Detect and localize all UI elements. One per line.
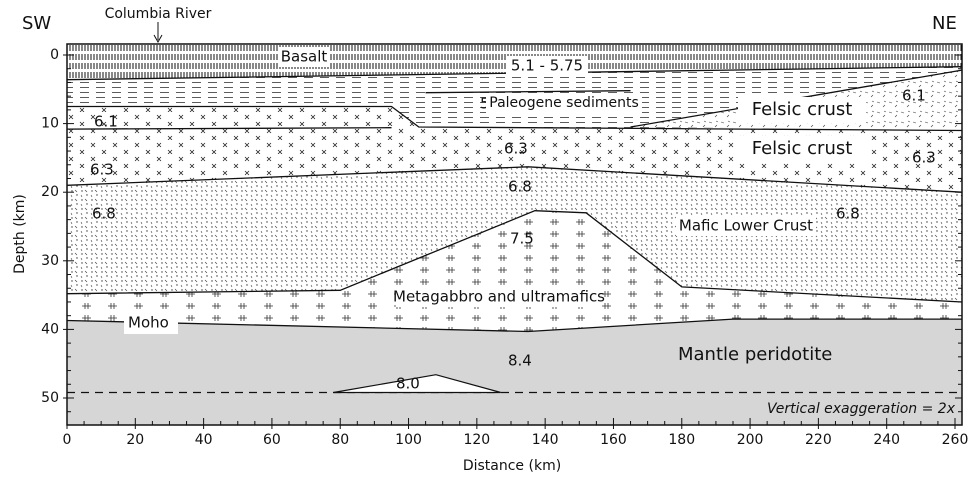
label-bg (396, 287, 602, 307)
label-bg (124, 314, 178, 334)
label: Moho (128, 314, 169, 332)
boundary (66, 210, 963, 303)
label: 6.3 (504, 140, 528, 158)
river-arrow (153, 22, 163, 44)
river-label: Columbia River (105, 6, 212, 22)
label-bg (486, 93, 642, 113)
x-tick-label: 80 (331, 432, 349, 448)
y-axis-label: Depth (km) (12, 194, 28, 274)
x-tick-label: 0 (63, 432, 72, 448)
label-bg (676, 216, 816, 236)
label: Mafic Lower Crust (679, 217, 813, 235)
label: 8.0 (396, 375, 420, 393)
boundary (66, 127, 392, 130)
axes: 0 20 40 60 80 100 120 140 160 180 200 220 240 260 0 10 2… (41, 43, 969, 448)
x-tick-label: 240 (873, 432, 900, 448)
boundary (66, 166, 963, 193)
metagabbro (67, 210, 962, 332)
y-tick-label: 0 (50, 47, 59, 63)
x-tick-label: 220 (805, 432, 832, 448)
label-bg (506, 56, 588, 76)
label: Felsic crust (752, 138, 853, 159)
boundary (67, 105, 963, 132)
lens (333, 374, 501, 394)
label: 8.4 (508, 352, 532, 370)
plot-frame (66, 43, 963, 426)
sw-label: SW (22, 13, 51, 34)
x-axis-label: Distance (km) (463, 458, 561, 474)
label-bg (738, 136, 866, 162)
label: 6.3 (912, 149, 936, 167)
y-tick-label: 40 (41, 321, 59, 337)
labels: SW NE Columbia River Basalt 5.1 - 5.75 5… (12, 6, 957, 474)
x-tick-label: 160 (600, 432, 627, 448)
label: 6.8 (508, 178, 532, 196)
label: Mantle peridotite (678, 344, 832, 365)
x-tick-label: 100 (395, 432, 422, 448)
label: 6.1 (902, 87, 926, 105)
x-tick-label: 140 (532, 432, 559, 448)
x-tick-label: 20 (126, 432, 144, 448)
label: Paleogene sediments (489, 95, 639, 111)
label: 6.8 (92, 205, 116, 223)
x-tick-label: 260 (942, 432, 969, 448)
label-bg (278, 47, 330, 67)
label-bg (738, 97, 866, 123)
boundary (66, 318, 962, 333)
x-tick-label: 40 (195, 432, 213, 448)
x-tick-label: 120 (463, 432, 490, 448)
mafic-crust (67, 166, 962, 302)
label: Vertical exaggeration = 2x (767, 401, 956, 417)
label: Basalt (281, 48, 328, 66)
boundary (425, 90, 631, 94)
y-tick-label: 20 (41, 184, 59, 200)
label: 6.3 (90, 161, 114, 179)
mantle (67, 319, 962, 425)
y-tick-label: 50 (41, 390, 59, 406)
label: 7.5 (510, 230, 534, 248)
label: 6.1 (94, 113, 118, 131)
y-tick-label: 10 (41, 116, 59, 132)
x-tick-label: 60 (263, 432, 281, 448)
label: Metagabbro and ultramafics (393, 288, 605, 306)
y-tick-label: 30 (41, 253, 59, 269)
label: 6.8 (836, 205, 860, 223)
label: Felsic crust (752, 99, 853, 120)
ne-label: NE (932, 13, 957, 34)
x-tick-label: 200 (737, 432, 764, 448)
label: 5.1 - 5.75 (511, 57, 583, 75)
x-tick-label: 180 (668, 432, 695, 448)
